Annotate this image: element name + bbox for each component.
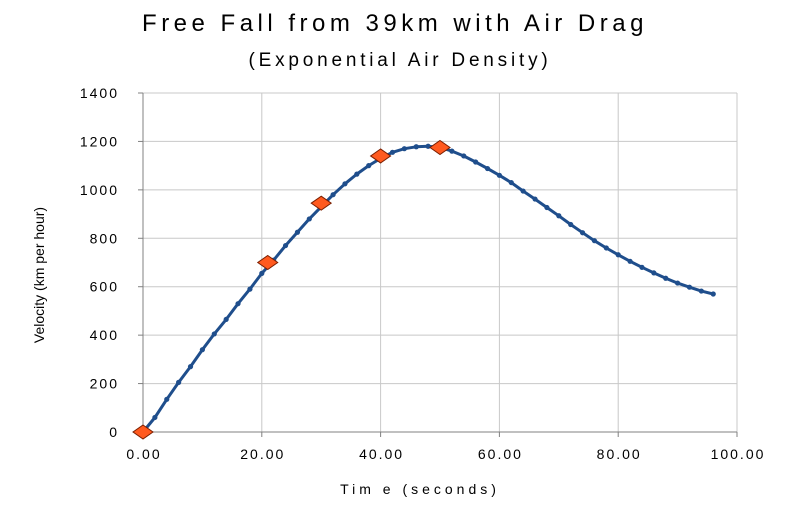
- velocity-point: [187, 364, 194, 370]
- velocity-point: [247, 286, 253, 292]
- diamond-marker: [256, 254, 279, 271]
- velocity-point: [663, 275, 669, 281]
- velocity-point: [568, 221, 574, 228]
- y-tick-label: 1000: [80, 182, 119, 198]
- x-tick-label: 20.00: [240, 446, 285, 462]
- y-axis-label: Velocity (km per hour): [31, 207, 47, 343]
- y-tick-label: 200: [90, 376, 119, 392]
- x-tick-label: 0.00: [126, 446, 161, 462]
- velocity-point: [639, 264, 645, 270]
- velocity-point: [520, 188, 526, 194]
- velocity-point: [544, 204, 550, 211]
- velocity-point: [591, 238, 598, 244]
- velocity-point: [651, 270, 657, 276]
- velocity-point: [354, 171, 360, 177]
- velocity-point: [603, 245, 609, 251]
- velocity-point: [294, 229, 301, 235]
- velocity-series: [140, 143, 716, 435]
- velocity-curve: [141, 144, 714, 433]
- marker-series: [132, 139, 451, 440]
- velocity-point: [306, 216, 312, 222]
- chart-title: Free Fall from 39km with Air Drag: [142, 10, 648, 37]
- velocity-point: [413, 144, 419, 150]
- y-tick-label: 400: [90, 327, 119, 343]
- x-tick-label: 100.00: [711, 446, 766, 462]
- velocity-point: [164, 396, 170, 402]
- velocity-point: [259, 270, 265, 276]
- velocity-point: [615, 252, 621, 258]
- velocity-point: [389, 149, 396, 155]
- velocity-point: [235, 301, 241, 307]
- x-tick-label: 40.00: [359, 446, 404, 462]
- velocity-point: [484, 165, 491, 172]
- velocity-point: [366, 163, 372, 169]
- velocity-point: [496, 172, 502, 178]
- chart-subtitle: (Exponential Air Density): [248, 50, 552, 71]
- x-tick-label: 60.00: [478, 446, 523, 462]
- velocity-point: [425, 143, 431, 149]
- velocity-point: [556, 213, 562, 219]
- y-tick-label: 0: [109, 424, 119, 440]
- y-tick-label: 1200: [80, 133, 119, 149]
- velocity-point: [473, 159, 479, 165]
- velocity-point: [579, 230, 586, 236]
- velocity-point: [532, 196, 538, 202]
- velocity-point: [176, 379, 182, 385]
- diamond-marker: [132, 424, 154, 440]
- diamond-marker: [369, 148, 392, 164]
- x-axis-label: Tim e (seconds): [340, 481, 500, 497]
- velocity-point: [710, 291, 716, 297]
- velocity-point: [627, 258, 633, 264]
- velocity-point: [449, 148, 455, 154]
- velocity-point: [401, 146, 407, 152]
- velocity-point: [282, 242, 289, 249]
- velocity-point: [211, 331, 217, 337]
- diamond-marker: [429, 139, 451, 156]
- tick-labels: 0 200 400 600 800 1000 1200 1400 0.00 20.00 40.00 6…: [80, 85, 766, 462]
- velocity-point: [152, 414, 158, 421]
- velocity-point: [330, 192, 336, 198]
- y-tick-label: 800: [90, 230, 119, 246]
- diamond-marker: [310, 195, 333, 211]
- axes: [138, 92, 738, 437]
- velocity-point: [508, 179, 514, 186]
- y-tick-label: 600: [90, 279, 119, 295]
- velocity-point: [686, 284, 693, 290]
- velocity-point: [461, 153, 467, 159]
- velocity-point: [675, 280, 681, 286]
- velocity-point: [342, 181, 348, 187]
- velocity-point: [223, 316, 229, 323]
- velocity-point: [698, 288, 704, 294]
- y-tick-label: 1400: [80, 85, 119, 101]
- velocity-point: [199, 347, 205, 353]
- x-tick-label: 80.00: [597, 446, 642, 462]
